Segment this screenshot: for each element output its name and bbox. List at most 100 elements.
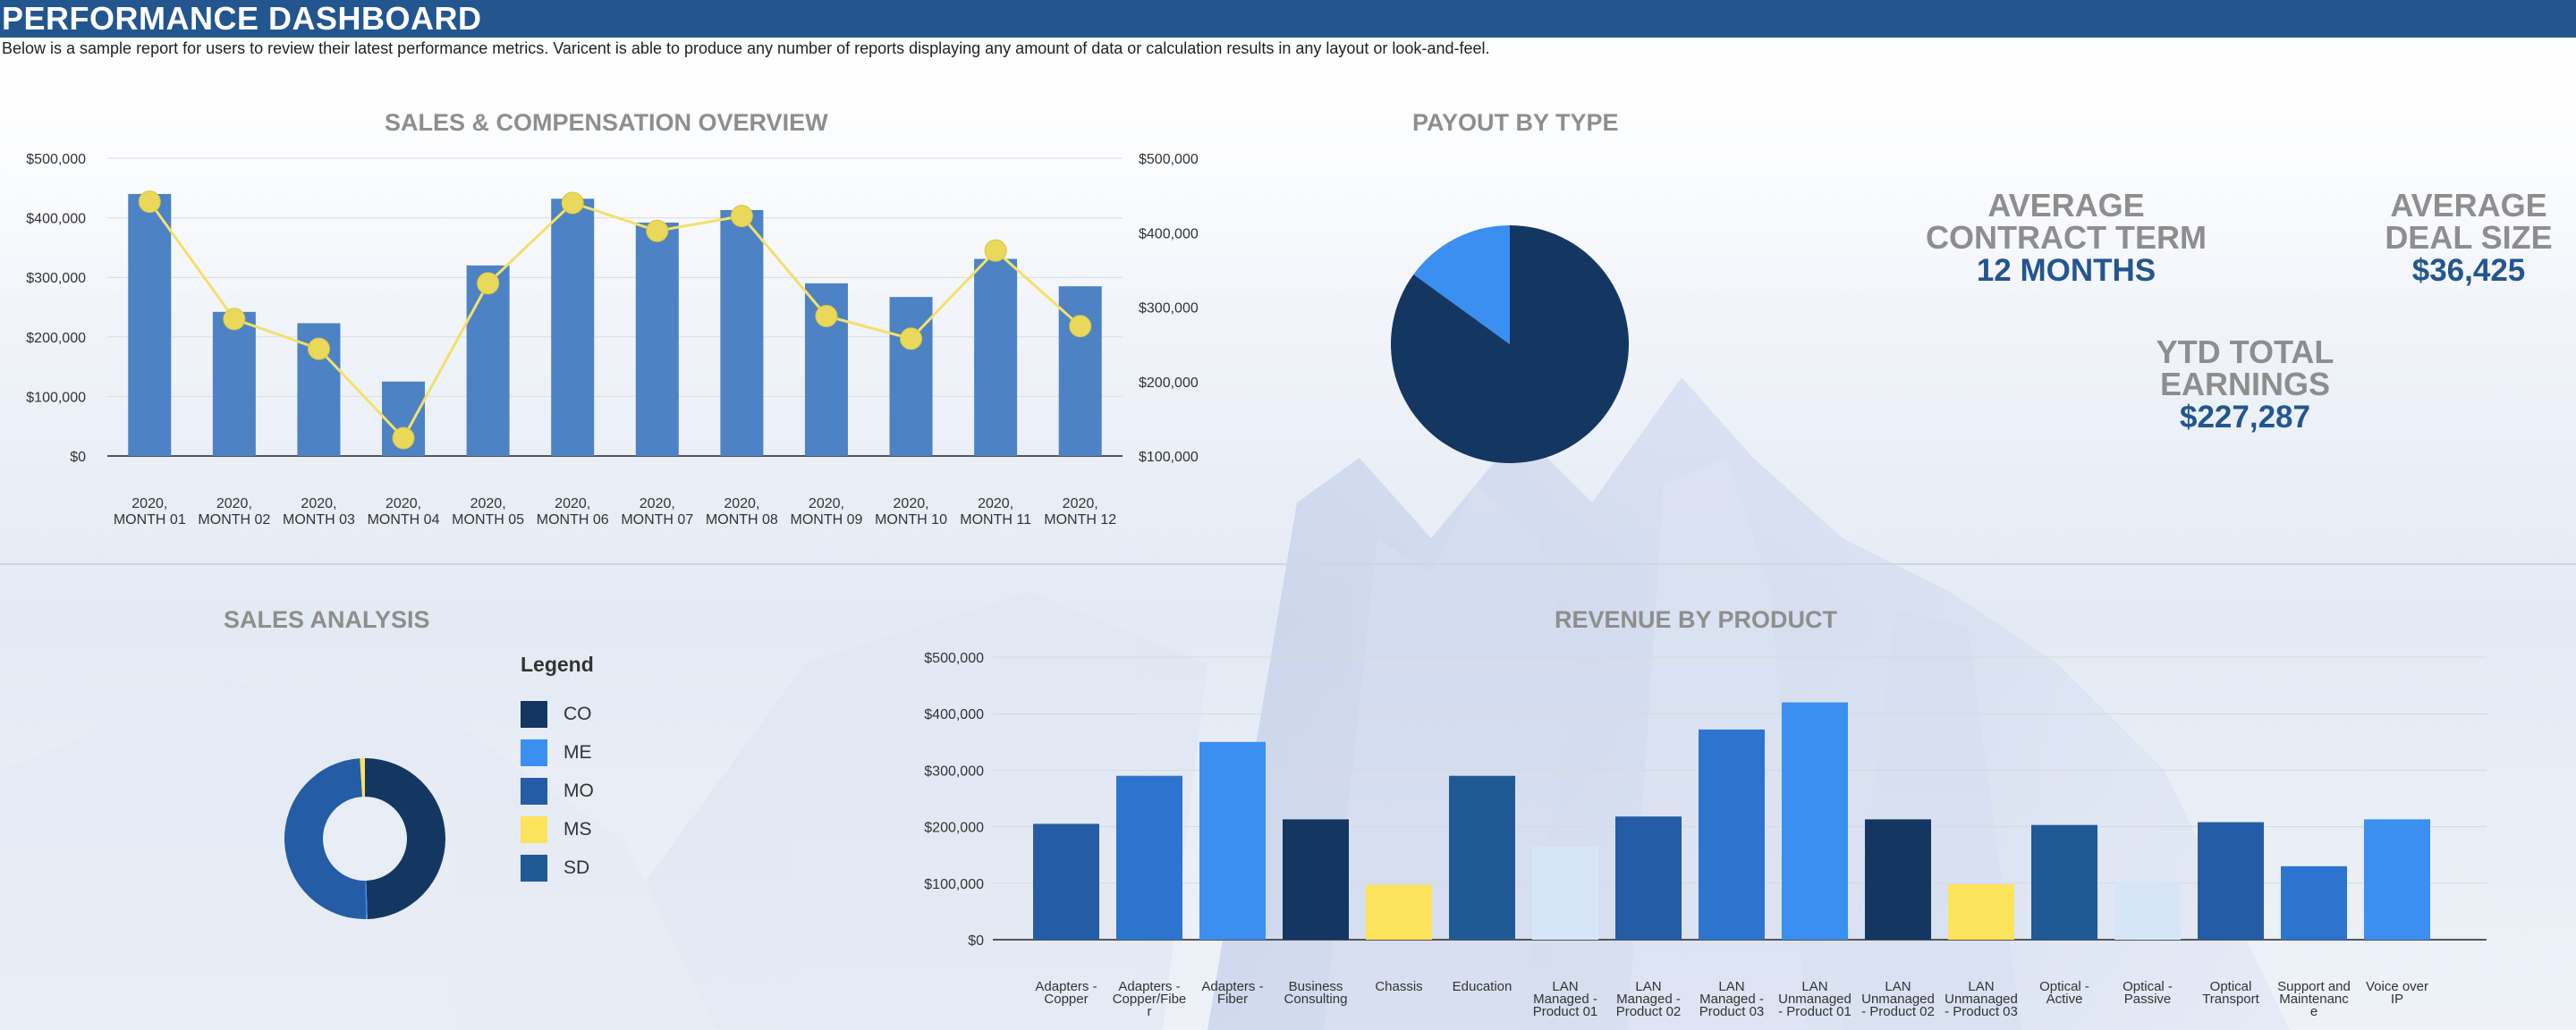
sales-y-tick-label: $300,000 (26, 271, 86, 286)
revenue-bar (1199, 741, 1266, 940)
revenue-x-tick-label: Managed - (1699, 992, 1764, 1007)
sales-x-tick-label: MONTH 02 (198, 512, 270, 528)
compensation-point (984, 239, 1007, 262)
sales-x-tick-label: MONTH 04 (368, 512, 440, 528)
page-title: PERFORMANCE DASHBOARD (2, 0, 482, 37)
legend-label: MO (564, 780, 594, 801)
revenue-x-tick-label: Managed - (1616, 992, 1681, 1007)
revenue-x-tick-label: Support and (2277, 979, 2351, 994)
sales-x-tick-label: 2020, (131, 496, 167, 511)
sales-bar (128, 193, 172, 456)
compensation-point (392, 426, 415, 450)
revenue-x-tick-label: Optical (2210, 979, 2252, 994)
sales-bar (466, 265, 510, 456)
sales-y2-tick-label: $100,000 (1139, 450, 1199, 465)
revenue-x-tick-label: - Product 03 (1945, 1004, 2018, 1019)
sales-analysis-title: SALES ANALYSIS (224, 606, 430, 633)
sales-x-tick-label: MONTH 09 (791, 512, 863, 528)
sales-comp-title: SALES & COMPENSATION OVERVIEW (385, 109, 828, 136)
revenue-x-tick-label: LAN (1552, 979, 1578, 994)
revenue-x-tick-label: Copper (1044, 992, 1088, 1007)
revenue-bar (1283, 819, 1349, 940)
compensation-point (223, 308, 246, 331)
legend-label: CO (564, 703, 592, 724)
sales-x-tick-label: MONTH 05 (452, 512, 524, 528)
legend-swatch (521, 777, 547, 805)
legend-swatch (521, 854, 547, 882)
page-description: Below is a sample report for users to re… (2, 39, 1490, 57)
sales-x-tick-label: 2020, (894, 496, 929, 511)
revenue-x-tick-label: Adapters - (1035, 979, 1097, 994)
kpi-contract-term-label-1: AVERAGE (1987, 187, 2145, 224)
kpi-deal-size-label-2: DEAL SIZE (2385, 219, 2553, 256)
legend-label: MS (564, 818, 592, 840)
revenue-x-tick-label: Chassis (1375, 979, 1422, 994)
legend-swatch (521, 739, 547, 766)
kpi-contract-term: AVERAGE CONTRACT TERM 12 MONTHS (1896, 190, 2236, 288)
revenue-x-tick-label: LAN (1801, 979, 1827, 994)
compensation-point (561, 191, 584, 215)
sales-bar (974, 258, 1018, 456)
revenue-title: REVENUE BY PRODUCT (1555, 606, 1838, 633)
revenue-bar (1699, 729, 1765, 940)
sales-x-tick-label: MONTH 08 (706, 512, 778, 528)
revenue-x-tick-label: Passive (2124, 992, 2172, 1007)
revenue-bar (2031, 824, 2097, 940)
sales-x-tick-label: MONTH 12 (1044, 512, 1116, 528)
sales-x-tick-label: 2020, (386, 496, 421, 511)
revenue-y-tick-label: $200,000 (924, 821, 984, 836)
revenue-bar (1532, 846, 1598, 940)
revenue-x-tick-label: - Product 01 (1778, 1004, 1852, 1019)
compensation-point (730, 205, 753, 228)
revenue-x-tick-label: LAN (1718, 979, 1744, 994)
kpi-ytd-label-1: YTD TOTAL (2156, 333, 2334, 370)
compensation-line (148, 200, 1081, 441)
revenue-x-tick-label: Product 02 (1616, 1004, 1682, 1019)
sales-x-tick-label: 2020, (640, 496, 675, 511)
header-bar: PERFORMANCE DASHBOARD (0, 0, 2576, 38)
sales-bar (720, 209, 764, 456)
revenue-bar (2364, 819, 2430, 940)
sales-bar (635, 222, 679, 457)
sales-analysis-slice (284, 758, 367, 919)
sales-x-tick-label: MONTH 01 (114, 512, 186, 528)
compensation-point (1069, 315, 1092, 338)
revenue-x-tick-label: IP (2391, 992, 2403, 1007)
revenue-bar (1615, 816, 1682, 940)
sales-y-tick-label: $500,000 (26, 152, 86, 167)
compensation-point (646, 219, 669, 242)
revenue-x-tick-label: Maintenanc (2279, 992, 2349, 1007)
sales-x-tick-label: MONTH 11 (960, 512, 1031, 528)
revenue-x-tick-label: Adapters - (1118, 979, 1180, 994)
sales-y-tick-label: $400,000 (26, 212, 86, 227)
sales-x-tick-label: 2020, (555, 496, 590, 511)
sales-x-tick-label: 2020, (724, 496, 759, 511)
sales-analysis-slice (360, 758, 365, 798)
revenue-bar (2114, 881, 2181, 940)
revenue-x-tick-label: Transport (2202, 992, 2259, 1007)
revenue-x-tick-label: Consulting (1284, 992, 1348, 1007)
legend-item: CO (521, 695, 594, 733)
revenue-bar (1116, 775, 1182, 940)
legend-item: ME (521, 733, 594, 772)
sales-x-tick-label: MONTH 03 (283, 512, 355, 528)
kpi-ytd-value: $227,287 (2180, 400, 2310, 435)
sales-x-tick-label: MONTH 06 (537, 512, 609, 528)
sales-x-tick-label: 2020, (1063, 496, 1098, 511)
sales-x-tick-label: 2020, (216, 496, 252, 511)
revenue-bar (2198, 822, 2264, 940)
revenue-x-tick-label: Education (1453, 979, 1513, 994)
donut-hole (324, 798, 406, 880)
payout-slice (1413, 225, 1510, 344)
compensation-point (815, 304, 838, 327)
revenue-bar (1033, 823, 1099, 940)
revenue-x-tick-label: Managed - (1533, 992, 1597, 1007)
revenue-x-tick-label: r (1148, 1004, 1152, 1019)
revenue-x-tick-label: Voice over (2366, 979, 2428, 994)
section-divider (0, 563, 2576, 565)
legend-item: MO (521, 772, 594, 810)
revenue-x-tick-label: Business (1289, 979, 1343, 994)
sales-y-tick-label: $200,000 (26, 331, 86, 346)
sales-x-tick-label: 2020, (470, 496, 506, 511)
sales-x-tick-label: MONTH 10 (875, 512, 947, 528)
